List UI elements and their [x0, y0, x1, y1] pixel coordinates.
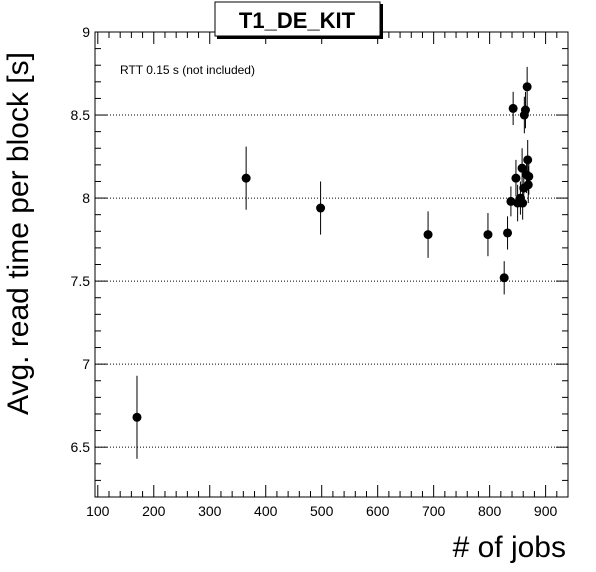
x-tick-label: 300 — [198, 503, 222, 519]
data-point — [316, 181, 326, 235]
data-point — [517, 148, 527, 189]
data-marker — [523, 180, 533, 190]
x-axis-ticks: 100 200 300 400 500 600 700 800 900 — [86, 32, 569, 519]
data-marker — [524, 171, 534, 181]
chart-annotation: RTT 0.15 s (not included) — [120, 63, 255, 77]
y-tick-label: 8 — [82, 190, 90, 206]
data-marker — [483, 230, 493, 240]
data-point — [423, 211, 433, 258]
x-tick-label: 900 — [534, 503, 558, 519]
data-point — [506, 186, 516, 217]
chart-title-box: T1_DE_KIT — [214, 1, 383, 39]
data-points — [132, 66, 534, 459]
chart-title: T1_DE_KIT — [239, 8, 356, 33]
plot-frame — [94, 31, 569, 498]
y-tick-label: 8.5 — [71, 107, 91, 123]
x-tick-label: 100 — [86, 503, 110, 519]
data-point — [508, 91, 518, 125]
y-tick-label: 7 — [82, 356, 90, 372]
data-point — [499, 261, 509, 295]
x-tick-label: 400 — [254, 503, 278, 519]
y-axis-title: Avg. read time per block [s] — [2, 52, 35, 415]
data-point — [522, 66, 532, 107]
x-tick-label: 600 — [366, 503, 390, 519]
data-marker — [316, 203, 326, 213]
data-point — [511, 159, 521, 197]
y-axis-ticks: 6.5 7 7.5 8 8.5 9 — [71, 24, 568, 481]
x-tick-label: 200 — [142, 503, 166, 519]
data-marker — [241, 173, 251, 183]
x-tick-label: 800 — [478, 503, 502, 519]
data-marker — [522, 82, 532, 92]
data-marker — [523, 155, 533, 165]
y-tick-label: 9 — [82, 24, 90, 40]
data-marker — [132, 412, 142, 422]
data-marker — [508, 103, 518, 113]
data-marker — [520, 105, 530, 115]
data-marker — [423, 230, 433, 240]
data-marker — [518, 198, 528, 208]
data-marker — [506, 196, 516, 206]
data-point — [520, 91, 530, 129]
data-point — [132, 375, 142, 459]
y-tick-label: 6.5 — [71, 439, 91, 455]
x-axis-title: # of jobs — [453, 531, 566, 564]
data-point — [503, 216, 513, 250]
data-marker — [503, 228, 513, 238]
data-marker — [517, 163, 527, 173]
data-point — [524, 158, 534, 195]
y-gridlines — [95, 114, 568, 448]
data-point — [483, 213, 493, 257]
x-tick-label: 500 — [310, 503, 334, 519]
data-point — [241, 146, 251, 210]
data-marker — [511, 173, 521, 183]
y-tick-label: 7.5 — [71, 273, 91, 289]
x-tick-label: 700 — [422, 503, 446, 519]
data-marker — [499, 273, 509, 283]
